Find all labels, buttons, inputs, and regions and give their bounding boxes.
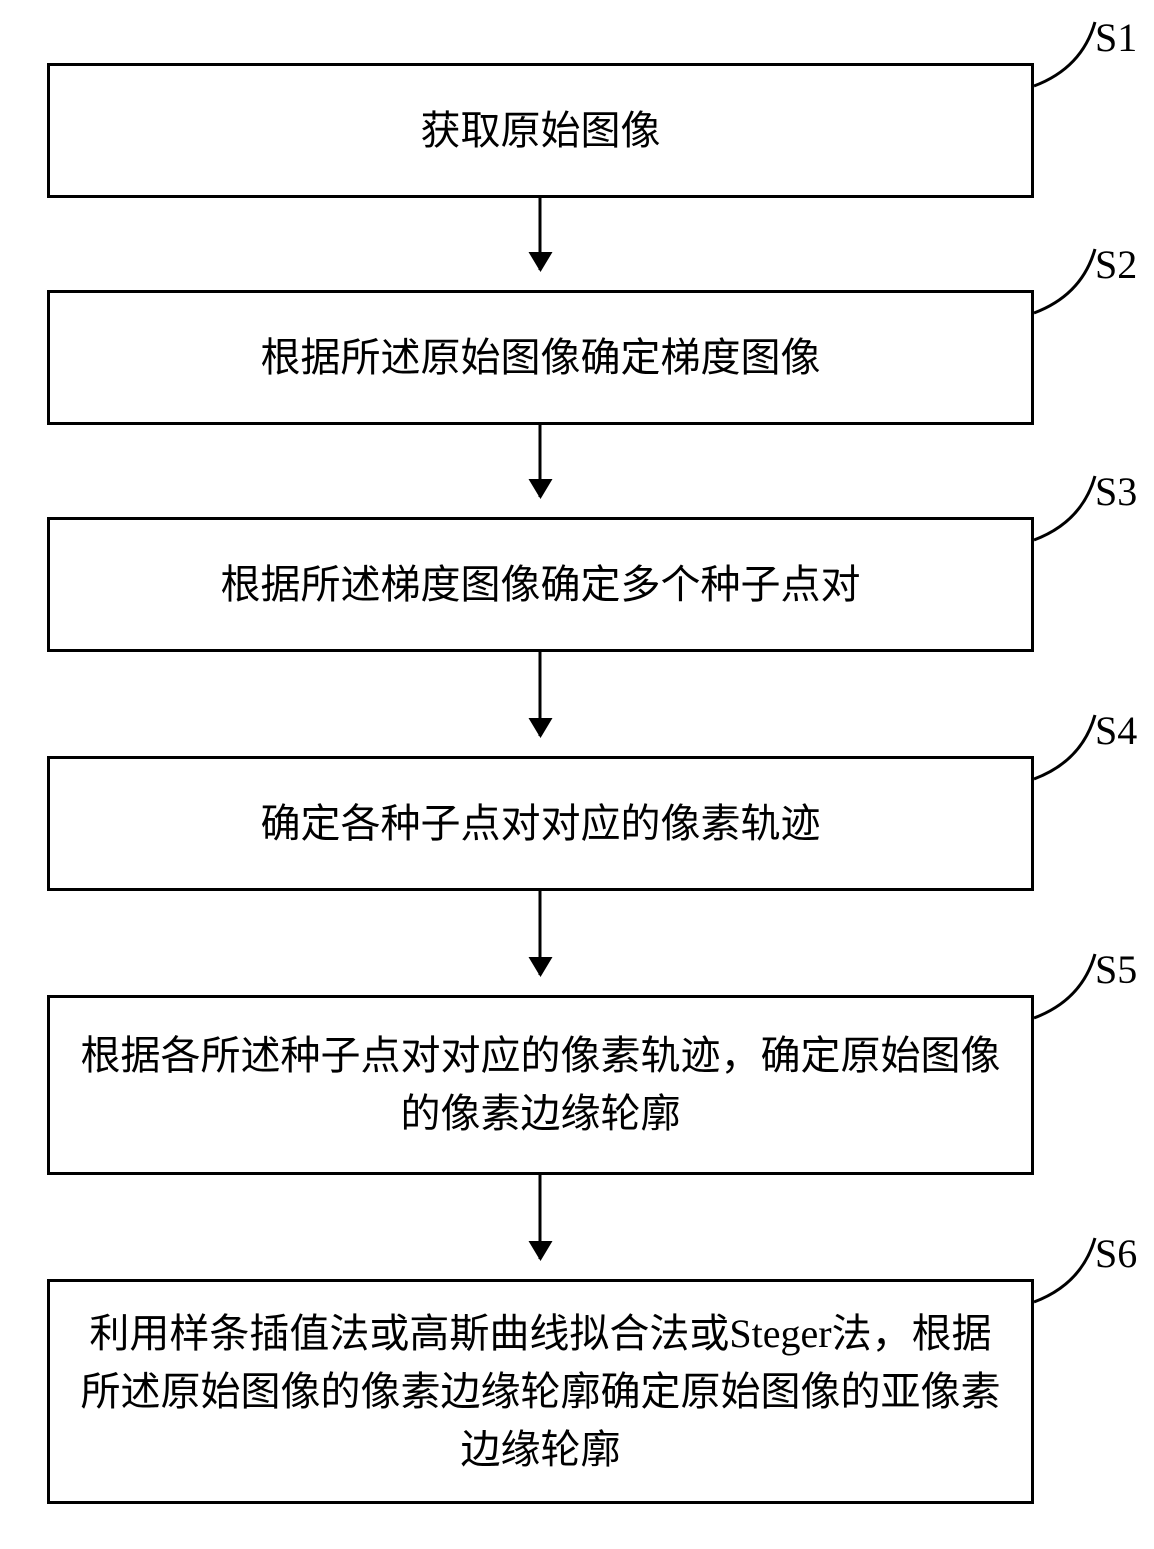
step-label-s6: S6: [1095, 1230, 1137, 1277]
step-label-s5: S5: [1095, 946, 1137, 993]
arrow-s5-s6: [539, 1175, 542, 1259]
step-box-s4: 确定各种子点对对应的像素轨迹: [47, 756, 1034, 891]
step-text: 根据所述原始图像确定梯度图像: [261, 329, 821, 387]
step-label-s4: S4: [1095, 707, 1137, 754]
arrow-s3-s4: [539, 652, 542, 736]
step-box-s1: 获取原始图像: [47, 63, 1034, 198]
arrow-s4-s5: [539, 891, 542, 975]
step-box-s6: 利用样条插值法或高斯曲线拟合法或Steger法，根据所述原始图像的像素边缘轮廓确…: [47, 1279, 1034, 1504]
step-text: 获取原始图像: [421, 102, 661, 160]
step-label-s2: S2: [1095, 241, 1137, 288]
step-box-s5: 根据各所述种子点对对应的像素轨迹，确定原始图像的像素边缘轮廓: [47, 995, 1034, 1175]
arrow-s2-s3: [539, 425, 542, 497]
step-text: 根据各所述种子点对对应的像素轨迹，确定原始图像的像素边缘轮廓: [70, 1027, 1011, 1143]
step-text: 根据所述梯度图像确定多个种子点对: [221, 556, 861, 614]
step-box-s2: 根据所述原始图像确定梯度图像: [47, 290, 1034, 425]
step-text: 利用样条插值法或高斯曲线拟合法或Steger法，根据所述原始图像的像素边缘轮廓确…: [70, 1305, 1011, 1479]
step-text: 确定各种子点对对应的像素轨迹: [261, 795, 821, 853]
step-label-s1: S1: [1095, 14, 1137, 61]
step-label-s3: S3: [1095, 468, 1137, 515]
flowchart-canvas: 获取原始图像 S1 根据所述原始图像确定梯度图像 S2 根据所述梯度图像确定多个…: [0, 0, 1154, 1549]
step-box-s3: 根据所述梯度图像确定多个种子点对: [47, 517, 1034, 652]
arrow-s1-s2: [539, 198, 542, 270]
